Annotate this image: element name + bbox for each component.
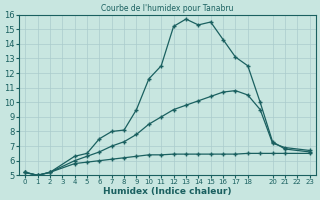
X-axis label: Humidex (Indice chaleur): Humidex (Indice chaleur)	[103, 187, 232, 196]
Text: Courbe de l'humidex pour Tanabru: Courbe de l'humidex pour Tanabru	[101, 4, 234, 13]
